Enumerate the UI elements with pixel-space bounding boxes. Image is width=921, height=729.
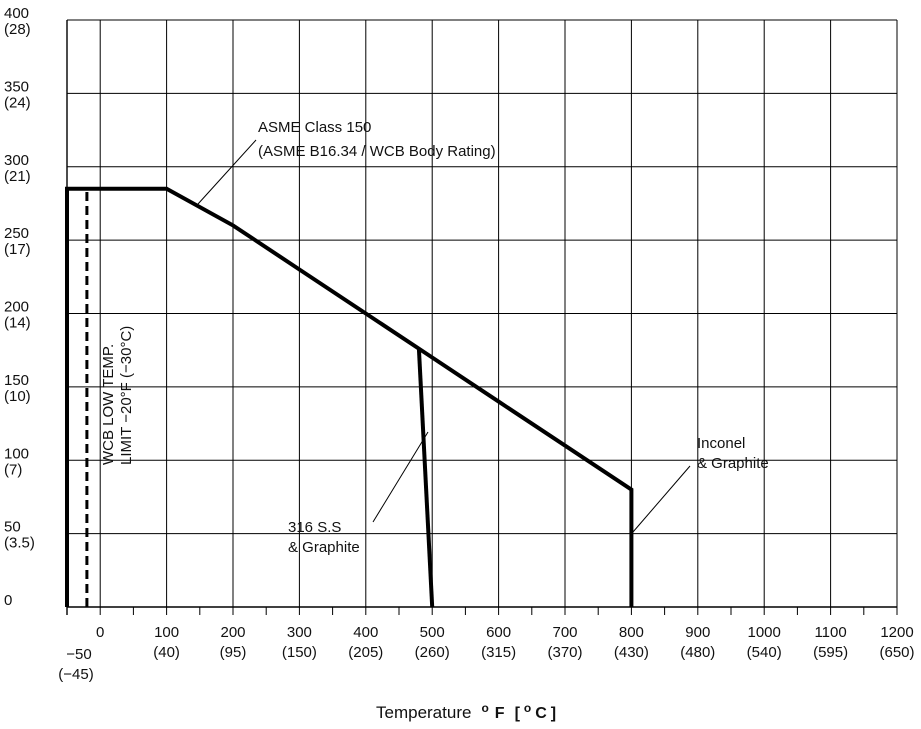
leader-lines	[197, 139, 691, 533]
y-tick-label-bar: (17)	[4, 241, 31, 258]
x-tick-label-c: (650)	[879, 644, 914, 661]
x-tick-label: 1000	[748, 624, 781, 641]
x-tick-label: 500	[420, 624, 445, 641]
y-tick-label-bar: (10)	[4, 388, 31, 405]
series-line-0	[65, 186, 634, 607]
asme-label-line2: (ASME B16.34 / WCB Body Rating)	[258, 143, 496, 160]
y-tick-label: 250	[4, 225, 29, 242]
wcb-label: WCB LOW TEMP. LIMIT −20°F (−30°C)	[100, 326, 135, 465]
inconel-label-line2: & Graphite	[697, 455, 769, 472]
y-tick-label-bar: (3.5)	[4, 535, 35, 552]
x-axis-title-degree-c: o	[524, 701, 531, 715]
y-tick-label: 300	[4, 152, 29, 169]
x-axis-title-unit-c: C	[535, 705, 547, 722]
x-tick-label-c: (430)	[614, 644, 649, 661]
x-tick-label: 800	[619, 624, 644, 641]
ss-label-line1: 316 S.S	[288, 519, 341, 536]
x-tick-label-c: (540)	[747, 644, 782, 661]
x-tick-label: 1100	[814, 624, 846, 641]
x-tick-label-c: (480)	[680, 644, 715, 661]
y-tick-label: 150	[4, 372, 29, 389]
y-tick-label: 100	[4, 445, 29, 462]
wcb-label-line1: WCB LOW TEMP.	[100, 344, 117, 465]
annotation-leader	[632, 465, 691, 533]
x-tick-label-c: (370)	[547, 644, 582, 661]
grid	[66, 19, 898, 615]
annotation-leader	[197, 139, 257, 205]
x-axis-title-bracket-close: ]	[551, 705, 556, 722]
y-tick-label-bar: (28)	[4, 21, 31, 38]
x-tick-label: 100	[154, 624, 179, 641]
y-tick-label-bar: (24)	[4, 94, 31, 111]
x-tick-label-c: (260)	[415, 644, 450, 661]
inconel-label-line1: Inconel	[697, 435, 745, 452]
x-tick-label-c: (150)	[282, 644, 317, 661]
wcb-label-line2: LIMIT −20°F (−30°C)	[118, 326, 135, 465]
x-tick-label-c: (40)	[153, 644, 180, 661]
x-axis-title-main: Temperature	[376, 703, 471, 722]
y-tick-label: 200	[4, 299, 29, 316]
y-tick-label: 400	[4, 5, 29, 22]
x-axis-title: Temperature o F [ o C ]	[376, 699, 556, 722]
x-tick-label: 1200	[880, 624, 913, 641]
y-tick-label-bar: (14)	[4, 315, 31, 332]
x-tick-label: 900	[685, 624, 710, 641]
x-tick-label: 0	[96, 624, 104, 641]
x-tick-label: 400	[353, 624, 378, 641]
x-tick-label-c: (205)	[348, 644, 383, 661]
x-tick-label: 200	[220, 624, 245, 641]
x-tick-label: 700	[552, 624, 577, 641]
series-line-1	[416, 348, 435, 608]
series-layer	[65, 186, 634, 608]
x-tick-label-c: (95)	[220, 644, 247, 661]
y-tick-label: 350	[4, 78, 29, 95]
x-tick-label-c: (−45)	[58, 666, 93, 683]
x-axis-title-degree-f: o	[481, 701, 488, 715]
y-tick-label: 50	[4, 519, 21, 536]
y-tick-label: 0	[4, 592, 12, 609]
asme-label-line1: ASME Class 150	[258, 119, 371, 136]
y-tick-label-bar: (21)	[4, 168, 31, 185]
annotation-leader	[372, 431, 429, 523]
x-axis-title-unit-f: F	[495, 705, 505, 722]
x-tick-label-c: (595)	[813, 644, 848, 661]
x-tick-label: 600	[486, 624, 511, 641]
x-tick-label: 300	[287, 624, 312, 641]
y-tick-label-bar: (7)	[4, 461, 22, 478]
x-tick-label: −50	[66, 646, 91, 663]
x-axis-title-bracket-open: [	[515, 705, 521, 722]
x-tick-label-c: (315)	[481, 644, 516, 661]
ss-label-line2: & Graphite	[288, 539, 360, 556]
tick-labels: 400(28)350(24)300(21)250(17)200(14)150(1…	[4, 5, 915, 683]
